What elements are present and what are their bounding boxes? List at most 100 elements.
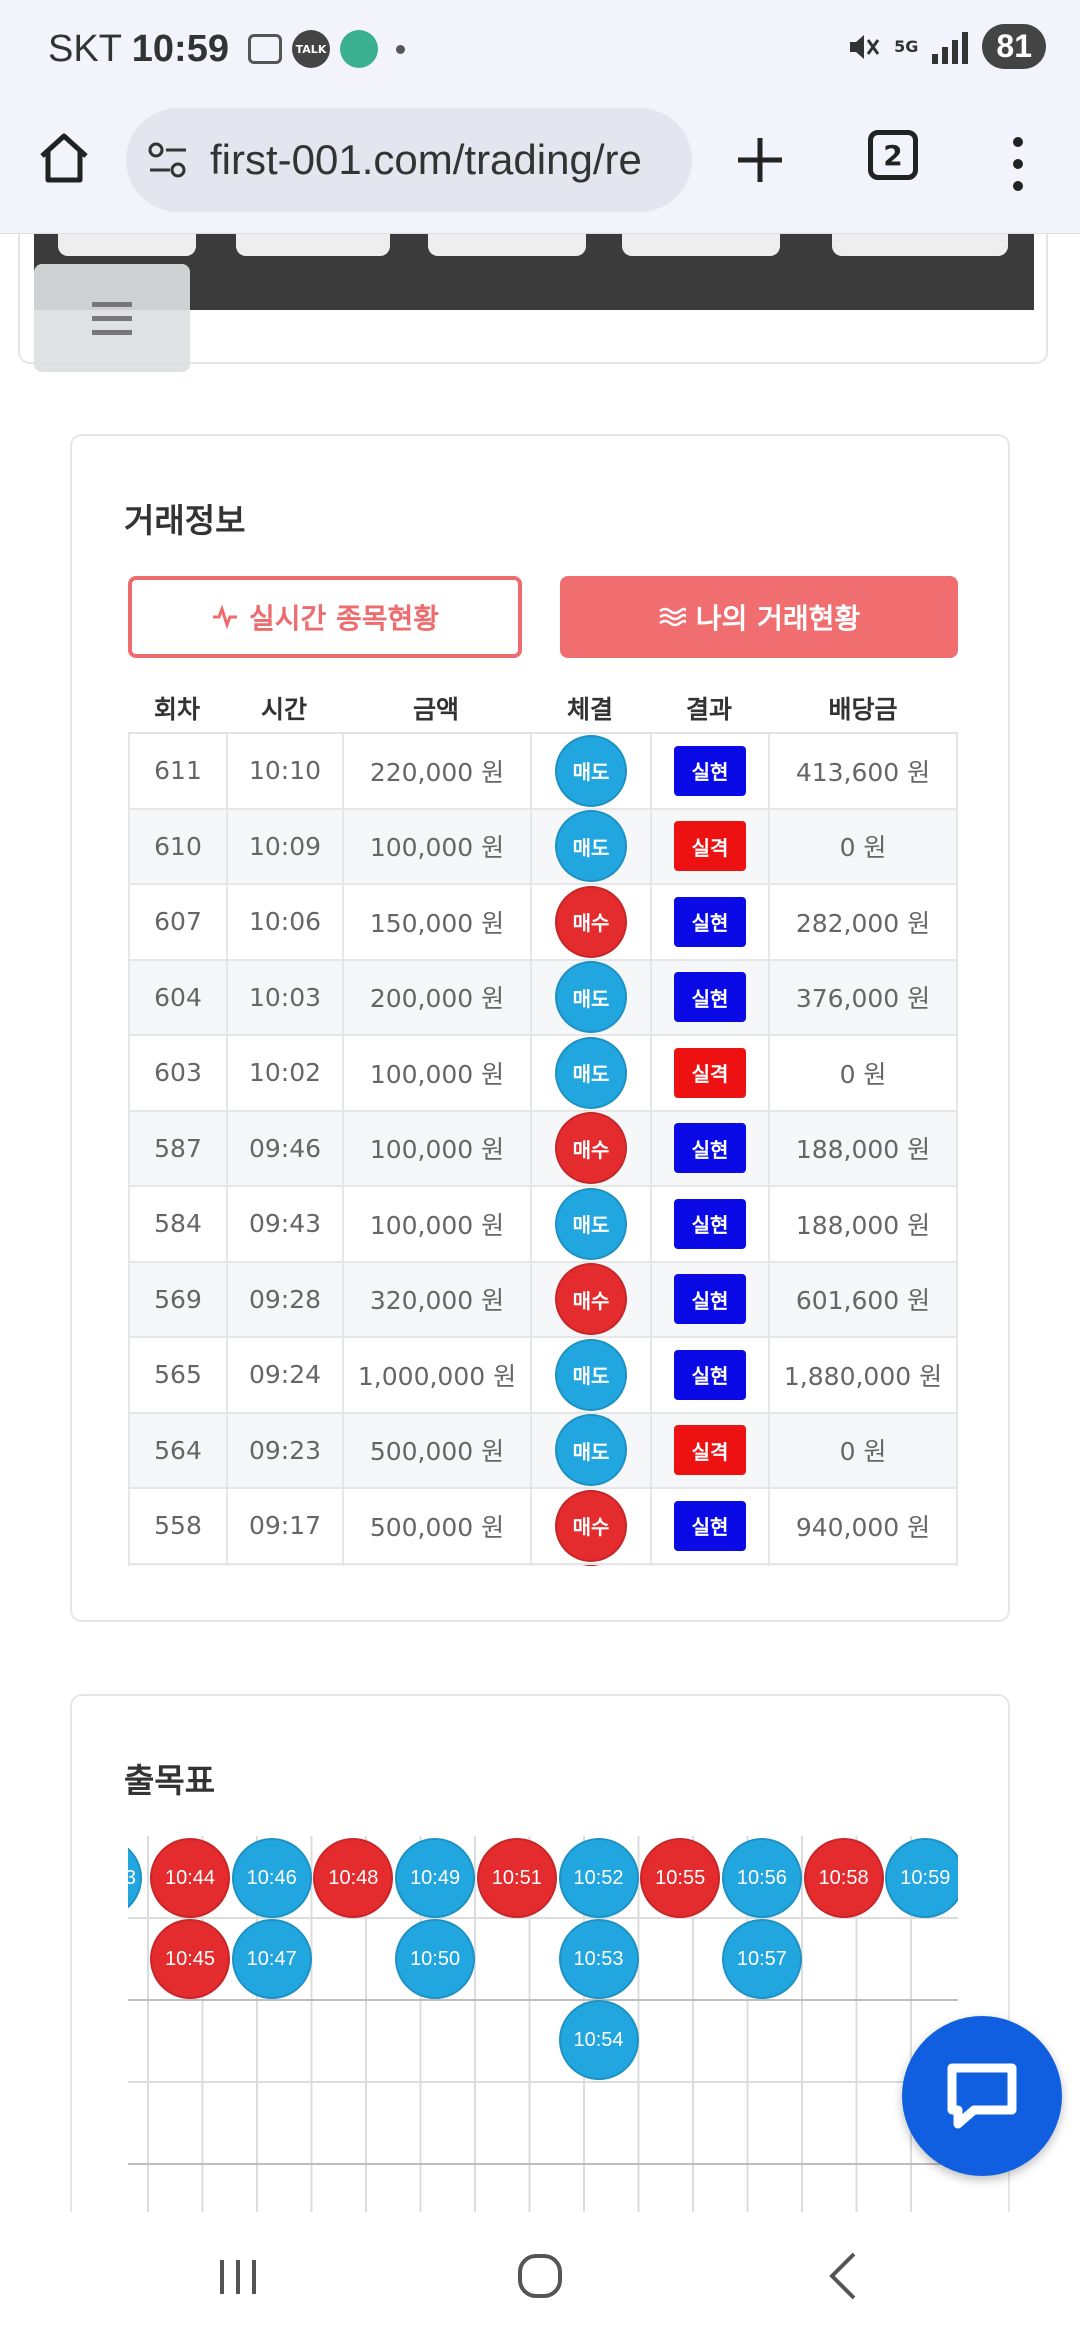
cell-payout: 188,000 원 [768, 1111, 958, 1185]
table-row[interactable]: 604 10:03 200,000 원 매도 실현 376,000 원 [128, 960, 958, 1036]
cell-round: 610 [128, 809, 226, 883]
cell-trade: 매도 [530, 1187, 650, 1261]
hamburger-menu-icon[interactable] [34, 264, 190, 372]
cell-payout: 0 원 [768, 1413, 958, 1487]
chat-button[interactable] [902, 2016, 1062, 2176]
cell-time: 09:46 [226, 1111, 342, 1185]
col-trade: 체결 [566, 695, 613, 724]
chart-ball: 10:49 [395, 1838, 476, 1918]
cell-amount: 100,000 원 [342, 1187, 530, 1261]
cell-trade: 매수 [530, 885, 650, 959]
trade-badge: 매수 [555, 1565, 627, 1566]
my-trades-button[interactable]: 나의 거래현황 [560, 576, 958, 658]
cell-trade: 매수 [530, 1111, 650, 1185]
cell-round: 564 [128, 1413, 226, 1487]
cell-time [226, 1564, 342, 1566]
table-row[interactable]: 584 09:43 100,000 원 매도 실현 188,000 원 [128, 1187, 958, 1263]
cell-amount: 150,000 원 [342, 885, 530, 959]
result-badge: 실격 [674, 821, 746, 872]
cell-round: 558 [128, 1489, 226, 1563]
table-row[interactable]: 610 10:09 100,000 원 매도 실격 0 원 [128, 809, 958, 885]
cell-trade: 매수 [530, 1564, 650, 1566]
table-row[interactable]: 569 09:28 320,000 원 매수 실현 601,600 원 [128, 1262, 958, 1338]
more-menu-icon[interactable] [1000, 134, 1036, 194]
previous-card [18, 234, 1048, 364]
cell-amount: 500,000 원 [342, 1489, 530, 1563]
live-status-label: 실시간 종목현황 [248, 602, 440, 635]
table-row[interactable]: 565 09:24 1,000,000 원 매도 실현 1,880,000 원 [128, 1338, 958, 1414]
cell-time: 10:06 [226, 885, 342, 959]
cell-result: 실격 [650, 1036, 768, 1110]
trade-table[interactable]: 611 10:10 220,000 원 매도 실현 413,600 원 610 10:09 10… [128, 732, 958, 1566]
cell-result: 실격 [650, 809, 768, 883]
chart-ball: 10:55 [640, 1838, 721, 1918]
cell-round: 569 [128, 1262, 226, 1336]
result-badge: 실격 [674, 1425, 746, 1476]
pulse-icon [212, 605, 237, 629]
result-badge: 실현 [674, 896, 746, 947]
cell-payout: 376,000 원 [768, 960, 958, 1034]
table-row[interactable]: 603 10:02 100,000 원 매도 실격 0 원 [128, 1036, 958, 1112]
clock: 10:59 [131, 28, 229, 70]
cell-round: 584 [128, 1187, 226, 1261]
chart-ball: 10:56 [721, 1838, 802, 1918]
result-badge: 실현 [674, 1123, 746, 1174]
chart-ball: 10:58 [803, 1838, 884, 1918]
home-icon[interactable] [36, 130, 92, 186]
chart-ball: 10:47 [231, 1919, 312, 1999]
address-bar[interactable]: first-001.com/trading/re [126, 108, 692, 212]
table-row[interactable]: 607 10:06 150,000 원 매수 실현 282,000 원 [128, 885, 958, 961]
trade-badge: 매도 [555, 1036, 627, 1109]
table-row[interactable]: 587 09:46 100,000 원 매수 실현 188,000 원 [128, 1111, 958, 1187]
cell-payout: 940,000 원 [768, 1489, 958, 1563]
table-row[interactable]: 매수 [128, 1564, 958, 1566]
cell-amount: 1,000,000 원 [342, 1338, 530, 1412]
table-row[interactable]: 611 10:10 220,000 원 매도 실현 413,600 원 [128, 734, 958, 810]
result-badge: 실현 [674, 1198, 746, 1249]
cell-payout [768, 1564, 958, 1566]
trade-badge: 매도 [555, 810, 627, 883]
status-right: 5G 81 [846, 24, 1046, 69]
trade-badge: 매도 [555, 961, 627, 1034]
recent-apps-icon[interactable] [208, 2248, 268, 2304]
result-badge: 실현 [674, 745, 746, 796]
cell-trade: 매도 [530, 1338, 650, 1412]
col-round: 회차 [153, 695, 200, 724]
cell-time: 10:02 [226, 1036, 342, 1110]
cell-result: 실현 [650, 1187, 768, 1261]
new-tab-icon[interactable] [730, 130, 790, 190]
url-text[interactable]: first-001.com/trading/re [210, 136, 642, 183]
cell-result: 실현 [650, 1489, 768, 1563]
back-nav-icon[interactable] [814, 2248, 874, 2304]
chart-ball: 10:52 [558, 1838, 639, 1918]
cell-round: 565 [128, 1338, 226, 1412]
col-result: 결과 [685, 695, 732, 724]
site-settings-icon[interactable] [148, 142, 188, 178]
mute-icon [850, 34, 880, 59]
status-bar: SKT 10:59 TALK 5G 81 [0, 0, 1080, 100]
network-badge: 5G [894, 37, 919, 56]
result-badge: 실현 [674, 1274, 746, 1325]
chart-ball: 10:53 [558, 1919, 639, 1999]
trade-badge: 매수 [555, 1112, 627, 1185]
chat-bubble-icon [947, 2063, 1017, 2129]
tab-switcher-button[interactable]: 2 [868, 130, 918, 180]
result-badge: 실현 [674, 1349, 746, 1400]
cell-trade: 매도 [530, 1036, 650, 1110]
cell-result: 실현 [650, 734, 768, 808]
chart-ball: 10:45 [150, 1919, 230, 1999]
cell-round [128, 1564, 226, 1566]
battery-badge: 81 [982, 24, 1046, 69]
home-nav-icon[interactable] [510, 2248, 570, 2304]
table-row[interactable]: 564 09:23 500,000 원 매도 실격 0 원 [128, 1413, 958, 1489]
trade-badge: 매수 [555, 1263, 627, 1336]
cell-time: 09:24 [226, 1338, 342, 1412]
table-row[interactable]: 558 09:17 500,000 원 매수 실현 940,000 원 [128, 1489, 958, 1565]
cell-time: 09:23 [226, 1413, 342, 1487]
cell-trade: 매수 [530, 1489, 650, 1563]
cell-round: 611 [128, 734, 226, 808]
live-status-button[interactable]: 실시간 종목현황 [128, 576, 522, 658]
cell-amount: 200,000 원 [342, 960, 530, 1034]
cell-payout: 0 원 [768, 809, 958, 883]
